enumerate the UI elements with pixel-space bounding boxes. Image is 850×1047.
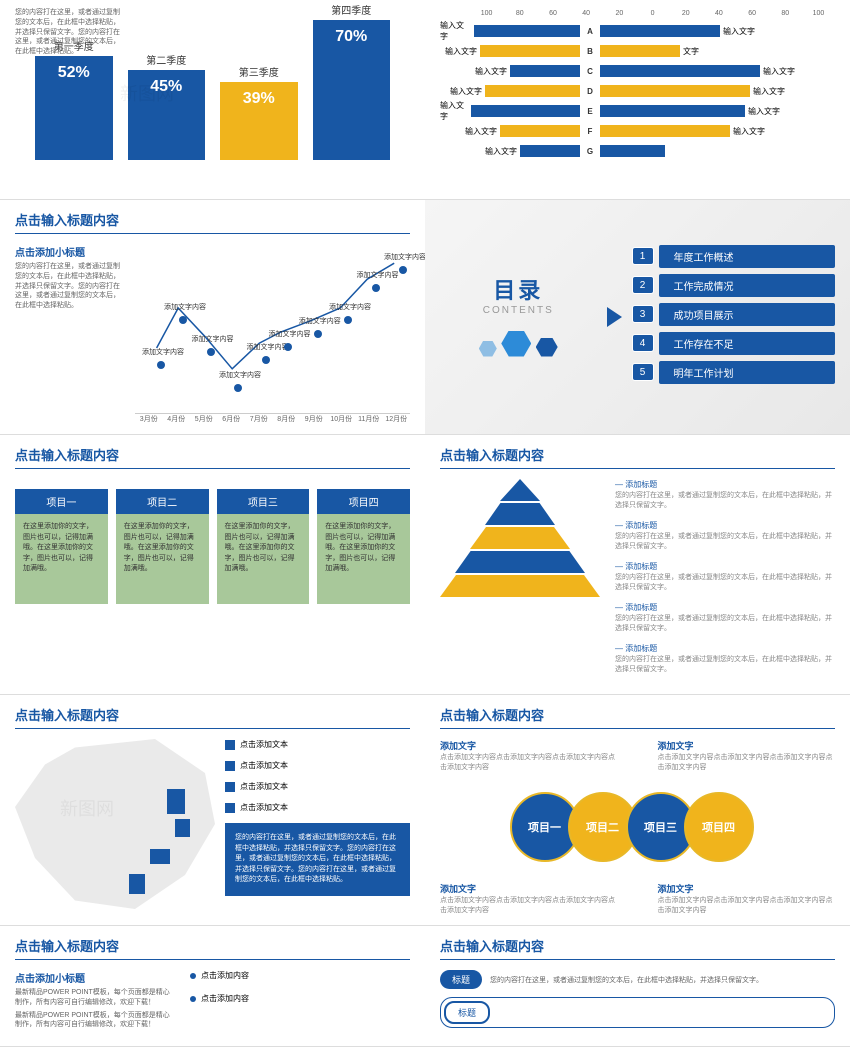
diverging-row: 输入文字 E 输入文字 — [440, 102, 835, 120]
pyramid-level — [470, 527, 570, 549]
arrow-right-icon — [607, 307, 622, 327]
line-point — [344, 316, 352, 324]
bar-desc: 您的内容打在这里，或者通过复制您的文本后，在此框中选择粘贴，并选择只保留文字。您… — [15, 8, 125, 57]
pyramid-label: — 添加标题您的内容打在这里，或者通过复制您的文本后，在此框中选择粘贴，并选择只… — [615, 520, 835, 551]
diverging-row: 输入文字 C 输入文字 — [440, 62, 835, 80]
contents-item[interactable]: 3 成功项目展示 — [632, 303, 835, 326]
diverging-row: 输入文字 D 输入文字 — [440, 82, 835, 100]
circle-label: 添加文字点击添加文字内容点击添加文字内容点击添加文字内容点击添加文字内容 — [440, 739, 618, 772]
diverging-axis: 10080604020020406080100 — [440, 10, 835, 17]
panel-line: 点击输入标题内容 点击添加小标题 您的内容打在这里，或者通过复制您的文本后，在此… — [0, 200, 425, 435]
info-card: 项目四 在这里添加你的文字，图片也可以，记得加满哦。在这里添加你的文字，图片也可… — [317, 489, 410, 604]
bar: 第四季度 70% — [313, 2, 391, 160]
pyramid-label: — 添加标题您的内容打在这里，或者通过复制您的文本后，在此框中选择粘贴，并选择只… — [615, 602, 835, 633]
pyramid-labels: — 添加标题您的内容打在这里，或者通过复制您的文本后，在此框中选择粘贴，并选择只… — [615, 479, 835, 684]
panel-bottom-right: 点击输入标题内容 标题 您的内容打在这里，或者通过复制您的文本后，在此框中选择粘… — [425, 926, 850, 1047]
info-card: 项目二 在这里添加你的文字，图片也可以，记得加满哦。在这里添加你的文字，图片也可… — [116, 489, 209, 604]
pill-label: 标题 — [440, 970, 482, 989]
section-title: 点击输入标题内容 — [15, 210, 410, 234]
circle-label: 添加文字点击添加文字内容点击添加文字内容点击添加文字内容点击添加文字内容 — [440, 882, 618, 915]
line-chart: 3月份4月份5月份6月份7月份8月份9月份10月份11月份12月份 — [135, 244, 410, 424]
pyramid-label: — 添加标题您的内容打在这里，或者通过复制您的文本后，在此框中选择粘贴，并选择只… — [615, 479, 835, 510]
contents-item[interactable]: 5 明年工作计划 — [632, 361, 835, 384]
bar: 第三季度 39% — [220, 64, 298, 160]
pyramid-label: — 添加标题您的内容打在这里，或者通过复制您的文本后，在此框中选择粘贴，并选择只… — [615, 561, 835, 592]
pyramid-level — [500, 479, 540, 501]
contents-item[interactable]: 1 年度工作概述 — [632, 245, 835, 268]
china-map — [15, 739, 215, 909]
line-point — [284, 343, 292, 351]
circle-label: 添加文字点击添加文字内容点击添加文字内容点击添加文字内容点击添加文字内容 — [658, 882, 836, 915]
info-card: 项目一 在这里添加你的文字，图片也可以，记得加满哦。在这里添加你的文字，图片也可… — [15, 489, 108, 604]
contents-item[interactable]: 4 工作存在不足 — [632, 332, 835, 355]
bullet-item: 点击添加内容 — [190, 993, 410, 1004]
pyramid — [440, 479, 600, 684]
pyramid-level — [440, 575, 600, 597]
panel-map: 点击输入标题内容 点击添加文本点击添加文本点击添加文本点击添加文本 您的内容打在… — [0, 695, 425, 926]
card-row: 项目一 在这里添加你的文字，图片也可以，记得加满哦。在这里添加你的文字，图片也可… — [15, 489, 410, 604]
map-callout: 您的内容打在这里，或者通过复制您的文本后，在此框中选择粘贴，并选择只保留文字。您… — [225, 823, 410, 896]
line-point — [372, 284, 380, 292]
diverging-row: 输入文字 G — [440, 142, 835, 160]
contents-title-en: CONTENTS — [440, 305, 597, 316]
contents-list: 1 年度工作概述 2 工作完成情况 3 成功项目展示 4 工作存在不足 5 明年… — [632, 245, 835, 390]
line-subtitle: 点击添加小标题 — [15, 244, 125, 259]
panel-diverging: 10080604020020406080100 输入文字 A 输入文字 输入文字… — [425, 0, 850, 200]
panel-bar-chart: 您的内容打在这里，或者通过复制您的文本后，在此框中选择粘贴，并选择只保留文字。您… — [0, 0, 425, 200]
panel-circles: 点击输入标题内容 添加文字点击添加文字内容点击添加文字内容点击添加文字内容点击添… — [425, 695, 850, 926]
pyramid-level — [455, 551, 585, 573]
bullet-item: 点击添加内容 — [190, 970, 410, 981]
panel-pyramid: 点击输入标题内容 — 添加标题您的内容打在这里，或者通过复制您的文本后，在此框中… — [425, 435, 850, 695]
pyramid-label: — 添加标题您的内容打在这里，或者通过复制您的文本后，在此框中选择粘贴，并选择只… — [615, 643, 835, 674]
hexagon-icon — [501, 331, 531, 357]
contents-title-cn: 目录 — [440, 273, 597, 305]
map-item: 点击添加文本 — [225, 802, 410, 813]
map-item: 点击添加文本 — [225, 739, 410, 750]
line-point — [234, 384, 242, 392]
info-card: 项目三 在这里添加你的文字，图片也可以，记得加满哦。在这里添加你的文字，图片也可… — [217, 489, 310, 604]
hexagon-icon — [479, 341, 497, 357]
line-point — [314, 330, 322, 338]
pill-outline-label: 标题 — [444, 1001, 490, 1024]
line-point — [179, 316, 187, 324]
line-point — [399, 266, 407, 274]
line-point — [157, 361, 165, 369]
hexagon-icon — [536, 338, 558, 357]
map-item: 点击添加文本 — [225, 781, 410, 792]
circles-row: 项目一项目二项目三项目四 — [440, 792, 835, 862]
bar: 第二季度 45% — [128, 52, 206, 160]
circle-label: 添加文字点击添加文字内容点击添加文字内容点击添加文字内容点击添加文字内容 — [658, 739, 836, 772]
map-item: 点击添加文本 — [225, 760, 410, 771]
contents-item[interactable]: 2 工作完成情况 — [632, 274, 835, 297]
line-point — [207, 348, 215, 356]
line-point — [262, 356, 270, 364]
panel-bottom-left: 点击输入标题内容 点击添加小标题 最新精品POWER POINT模板，每个页面都… — [0, 926, 425, 1047]
diverging-bars: 输入文字 A 输入文字 输入文字 B 文字 输入文字 C 输入文字 输入文字 D… — [440, 22, 835, 160]
diverging-row: 输入文字 A 输入文字 — [440, 22, 835, 40]
pyramid-level — [485, 503, 555, 525]
panel-contents: 目录 CONTENTS 1 年度工作概述 2 工作完成情况 3 成功项目展示 4… — [425, 200, 850, 435]
circle-item: 项目四 — [684, 792, 754, 862]
panel-cards: 点击输入标题内容 项目一 在这里添加你的文字，图片也可以，记得加满哦。在这里添加… — [0, 435, 425, 695]
diverging-row: 输入文字 F 输入文字 — [440, 122, 835, 140]
diverging-row: 输入文字 B 文字 — [440, 42, 835, 60]
